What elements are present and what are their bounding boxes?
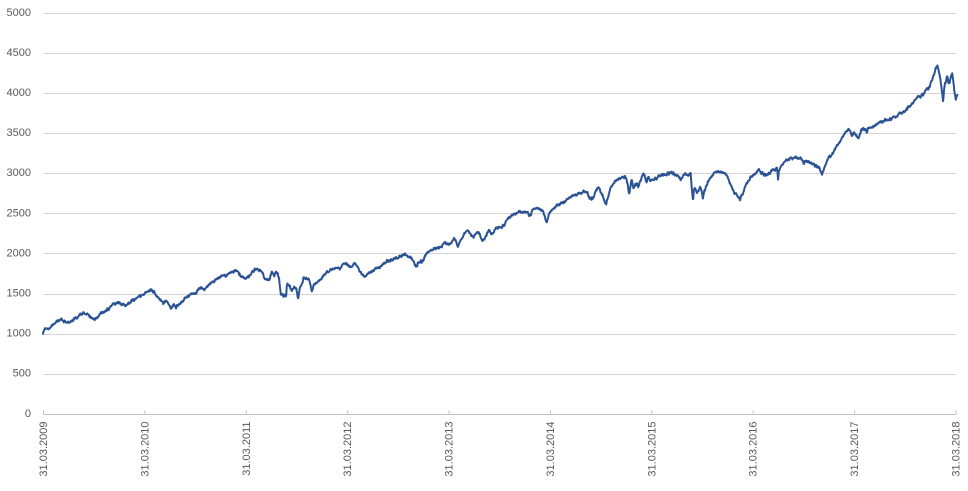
svg-text:31.03.2016: 31.03.2016 [748,422,760,477]
svg-text:3500: 3500 [7,127,31,139]
svg-text:31.03.2010: 31.03.2010 [139,422,151,477]
svg-text:5000: 5000 [7,7,31,19]
svg-text:4500: 4500 [7,47,31,59]
svg-text:31.03.2018: 31.03.2018 [951,422,963,477]
svg-text:3000: 3000 [7,167,31,179]
svg-text:31.03.2014: 31.03.2014 [545,422,557,477]
svg-text:2500: 2500 [7,207,31,219]
svg-text:1500: 1500 [7,288,31,300]
svg-text:31.03.2013: 31.03.2013 [444,422,456,477]
svg-text:31.03.2017: 31.03.2017 [849,422,861,477]
svg-text:500: 500 [13,368,31,380]
svg-text:31.03.2015: 31.03.2015 [646,422,658,477]
svg-text:0: 0 [25,408,31,420]
svg-text:31.03.2011: 31.03.2011 [241,422,253,476]
svg-text:31.03.2009: 31.03.2009 [38,422,50,477]
svg-text:4000: 4000 [7,87,31,99]
svg-text:1000: 1000 [7,328,31,340]
svg-text:2000: 2000 [7,247,31,259]
svg-text:31.03.2012: 31.03.2012 [342,422,354,477]
